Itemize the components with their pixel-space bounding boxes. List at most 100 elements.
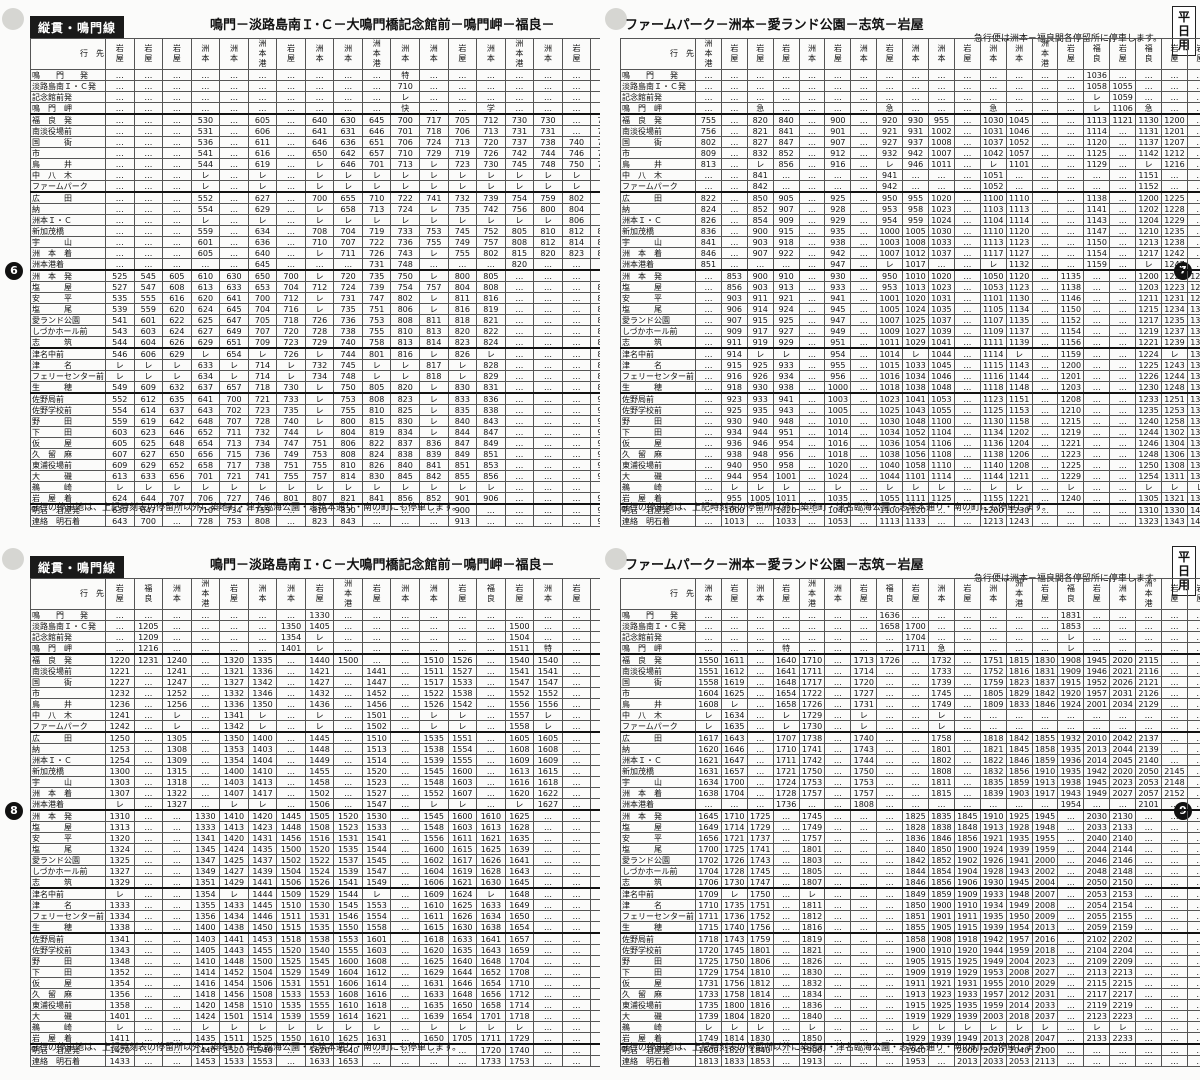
time-cell: 1350 — [247, 698, 278, 710]
time-cell: 654 — [219, 347, 249, 360]
time-cell: … — [1186, 832, 1200, 844]
time-cell: … — [876, 642, 904, 655]
time-cell: 1751 — [979, 653, 1007, 666]
time-cell: 1606 — [419, 876, 449, 889]
time-cell: … — [590, 709, 600, 721]
time-cell: 817 — [419, 359, 449, 371]
time-cell: 1514 — [247, 1010, 278, 1022]
time-cell: 701 — [361, 158, 392, 170]
time-cell: レ — [304, 392, 335, 405]
stop-name: 安 平 — [30, 832, 106, 844]
time-cell: … — [390, 609, 421, 621]
time-cell: … — [1186, 887, 1200, 900]
time-cell: 1551 — [447, 731, 478, 744]
time-cell: … — [1135, 843, 1163, 855]
time-cell: … — [333, 620, 363, 632]
time-cell: 1241 — [162, 665, 192, 677]
time-cell: … — [1186, 899, 1200, 911]
time-cell: 1024 — [824, 470, 852, 482]
time-cell: 637 — [190, 381, 221, 394]
time-cell: 633 — [190, 359, 221, 371]
time-cell: … — [798, 247, 826, 259]
time-cell: … — [561, 843, 592, 855]
timetable-row: 岩 屋 着… 955 1005 1011… 1035… 1055 1111 1125… 1155… — [620, 492, 1200, 505]
time-cell: 738 — [333, 325, 363, 337]
time-cell: … — [276, 236, 306, 248]
time-cell: … — [1005, 720, 1033, 733]
time-cell: … — [850, 191, 878, 204]
time-cell: 1657 — [720, 765, 748, 777]
time-cell: 930 — [746, 381, 774, 394]
time-cell: … — [824, 955, 852, 967]
time-cell: 1550 — [695, 653, 722, 666]
time-cell: … — [850, 169, 878, 181]
destination-header: 洲本 — [928, 38, 955, 70]
time-cell: … — [1057, 69, 1085, 81]
time-cell: … — [1161, 887, 1188, 900]
time-cell: レ — [772, 720, 800, 733]
time-cell: 614 — [133, 404, 164, 416]
time-cell: レ — [772, 347, 800, 360]
time-cell: 929 — [824, 214, 852, 226]
time-cell: レ — [190, 169, 221, 181]
time-cell: … — [1005, 631, 1033, 643]
destination-header: 岩屋 — [720, 578, 748, 610]
time-cell: 1635 — [504, 832, 535, 844]
time-cell: … — [190, 653, 221, 666]
timetable-row: 宇 山 841… 903 918… 938… 1003 1008 1033… 1113 1123…… — [620, 236, 1200, 248]
time-cell: … — [953, 180, 981, 193]
stop-name: 佐野学校前 — [620, 404, 696, 416]
time-cell: 1541 — [533, 665, 563, 677]
time-cell: … — [1083, 481, 1111, 493]
time-cell: 2059 — [1083, 921, 1111, 934]
time-cell: … — [190, 642, 221, 655]
time-cell: … — [162, 113, 192, 126]
time-cell: 1945 — [1083, 776, 1111, 788]
time-cell: 2117 — [1083, 988, 1111, 1000]
time-cell: 629 — [162, 347, 192, 360]
time-cell: … — [1083, 392, 1111, 405]
time-cell: レ — [419, 404, 449, 416]
time-cell: … — [1109, 136, 1137, 148]
time-cell: … — [190, 709, 221, 721]
time-cell: 753 — [219, 515, 249, 527]
timetable-row: 国 衙 1227… 1247… 1327 1342… 1427… 1447… 1517 1533… — [30, 676, 600, 688]
stop-name: 鳴 門 岬 — [30, 642, 106, 655]
time-cell: 1957 — [1083, 687, 1111, 699]
time-cell: 1308 — [1161, 459, 1188, 471]
stop-name: 鵜 崎 — [620, 481, 696, 493]
time-cell: 1448 — [276, 821, 306, 833]
time-cell: 1606 — [333, 977, 363, 989]
time-cell: 836 — [476, 392, 506, 405]
time-cell: 1424 — [190, 1010, 221, 1022]
time-cell: … — [695, 91, 722, 103]
time-cell: … — [133, 180, 164, 193]
time-cell: … — [1135, 910, 1163, 922]
time-cell: … — [133, 247, 164, 259]
time-cell: 1700 — [720, 776, 748, 788]
time-cell: … — [850, 631, 878, 643]
time-cell: … — [276, 113, 306, 126]
time-cell: 1735 — [695, 999, 722, 1011]
time-cell: 605 — [247, 113, 278, 126]
time-cell: 1156 — [1057, 336, 1085, 349]
timetable-row: 鳴 門 発…………………1330………………………… — [30, 609, 600, 621]
stop-name: 広 田 — [30, 191, 106, 204]
time-cell: … — [850, 426, 878, 438]
time-cell: … — [361, 653, 392, 666]
time-cell: … — [1031, 292, 1059, 304]
time-cell: … — [561, 113, 592, 126]
stop-name: 記念館前発 — [30, 91, 106, 103]
time-cell: … — [1057, 203, 1085, 215]
timetable-row: 生 穂 1715 1740 1756… 1816……… 1855 1905 1915 1939 1… — [620, 921, 1200, 934]
time-cell: … — [1005, 102, 1033, 115]
time-cell: … — [561, 459, 592, 471]
time-cell: … — [1031, 336, 1059, 349]
time-cell: 941 — [824, 292, 852, 304]
time-cell: 1520 — [304, 843, 335, 855]
time-cell: 721 — [219, 470, 249, 482]
time-cell: … — [824, 787, 852, 799]
time-cell: 1933 — [979, 887, 1007, 900]
time-cell: … — [1109, 492, 1137, 505]
time-cell: 快 — [390, 102, 421, 115]
